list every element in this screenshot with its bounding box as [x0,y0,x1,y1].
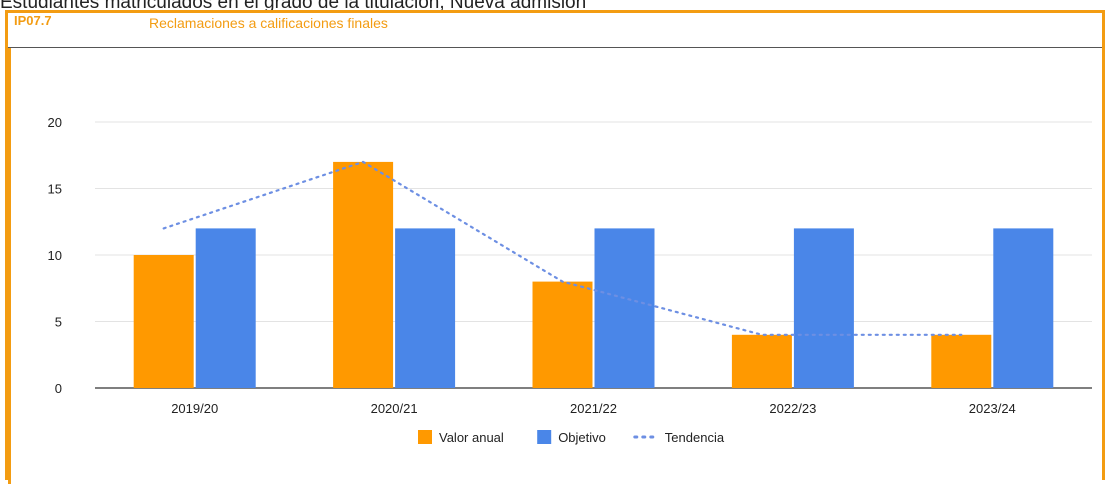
legend-label-objetivo: Objetivo [558,430,606,445]
bar-valor-anual [133,255,194,388]
indicator-title: Reclamaciones a calificaciones finales [149,15,388,31]
chart-frame [5,10,1105,480]
bar-valor-anual [931,334,992,388]
x-tick-label: 2023/24 [969,401,1016,416]
x-tick-label: 2022/23 [769,401,816,416]
legend-label-tendencia: Tendencia [665,430,725,445]
bar-objetivo [993,228,1054,388]
indicator-code: IP07.7 [14,13,52,28]
series-line-tendencia [162,160,963,336]
left-accent-bar [8,48,11,484]
bar-valor-anual [532,281,593,388]
legend-swatch-objetivo [537,430,552,444]
legend-swatch-valor-anual [418,430,432,444]
bar-objetivo [594,228,655,388]
bar-valor-anual [333,161,394,388]
y-tick-label: 5 [55,315,62,330]
bar-objetivo [793,228,854,388]
y-tick-label: 0 [55,381,62,396]
clipped-top-text: Estudiantes matriculados en el grado de … [0,0,587,13]
bar-objetivo [395,228,456,388]
bar-valor-anual [731,334,792,388]
x-tick-label: 2021/22 [570,401,617,416]
chart-header: IP07.7 Reclamaciones a calificaciones fi… [8,12,1102,47]
bar-objetivo [195,228,256,388]
x-tick-label: 2020/21 [371,401,418,416]
header-divider [8,47,1102,48]
y-tick-label: 10 [48,248,62,263]
y-tick-label: 15 [48,182,62,197]
legend-label-valor-anual: Valor anual [439,430,504,445]
y-tick-label: 20 [48,115,62,130]
x-tick-label: 2019/20 [171,401,218,416]
